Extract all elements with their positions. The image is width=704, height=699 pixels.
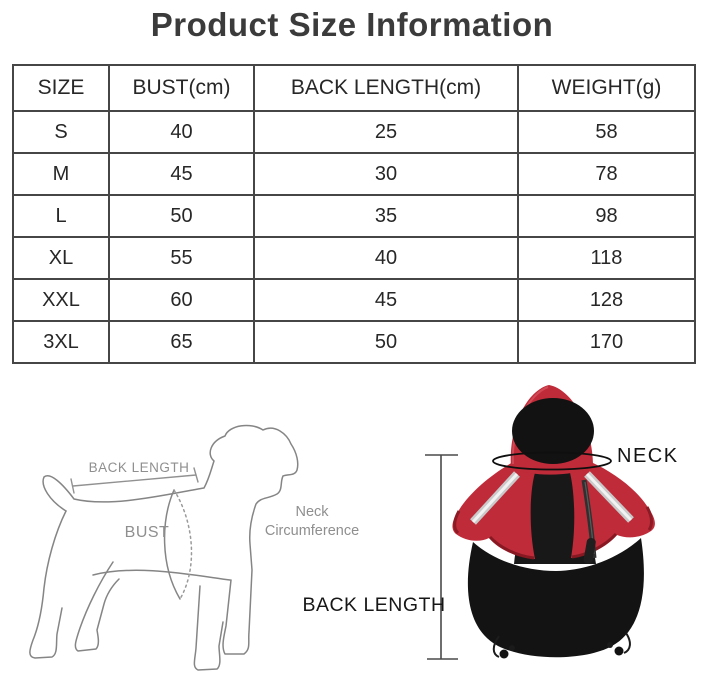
table-cell: L: [12, 194, 110, 238]
dog-hind-leg-far: [29, 510, 67, 659]
jacket-right-sleeve: [568, 462, 655, 558]
table-header-row: SIZE BUST(cm) BACK LENGTH(cm) WEIGHT(g): [12, 64, 696, 112]
table-cell: 45: [253, 278, 519, 322]
drawstring-toggle-right: [607, 632, 631, 656]
table-row: S 40 25 58: [12, 110, 696, 154]
reflective-stripe-left: [470, 471, 520, 525]
jacket-back-length-ruler: [425, 454, 458, 660]
table-cell: 55: [108, 236, 255, 280]
table-cell: 58: [517, 110, 696, 154]
dog-belly-line: [92, 569, 231, 581]
table-cell: XL: [12, 236, 110, 280]
table-cell: 40: [253, 236, 519, 280]
dog-front-leg: [193, 585, 224, 671]
dog-neck-circumference-label-line1: Neck: [295, 504, 329, 520]
jacket-bottom-panel: [467, 538, 644, 658]
jacket-left-sleeve: [452, 462, 537, 559]
table-cell: 30: [253, 152, 519, 196]
jacket-back-length-label: BACK LENGTH: [302, 594, 445, 616]
table-cell: 25: [253, 110, 519, 154]
table-cell: 60: [108, 278, 255, 322]
size-table: SIZE BUST(cm) BACK LENGTH(cm) WEIGHT(g) …: [12, 64, 696, 364]
jacket-left-cuff-shading: [453, 510, 461, 535]
table-cell: 78: [517, 152, 696, 196]
col-header-bust: BUST(cm): [108, 64, 255, 112]
table-row: 3XL 65 50 170: [12, 320, 696, 364]
col-header-back-length: BACK LENGTH(cm): [253, 64, 519, 112]
table-cell: 35: [253, 194, 519, 238]
dog-back-length-ruler: [70, 467, 199, 494]
jacket-right-hem-shading: [571, 532, 618, 559]
table-row: XL 55 40 118: [12, 236, 696, 280]
col-header-weight: WEIGHT(g): [517, 64, 696, 112]
jacket-photo: [425, 385, 655, 660]
table-cell: 3XL: [12, 320, 110, 364]
table-cell: XXL: [12, 278, 110, 322]
table-cell: 50: [253, 320, 519, 364]
reflective-stripe-right: [584, 471, 634, 523]
table-cell: 170: [517, 320, 696, 364]
table-cell: 118: [517, 236, 696, 280]
table-cell: 128: [517, 278, 696, 322]
jacket-left-hem-shading: [488, 535, 535, 560]
table-cell: 45: [108, 152, 255, 196]
table-cell: 98: [517, 194, 696, 238]
drawstring-toggle-left: [492, 635, 515, 659]
measurement-figures: BACK LENGTH BUST Neck Circumference: [29, 385, 679, 671]
dog-neck-circumference-label-line2: Circumference: [265, 523, 359, 539]
bust-band-dotted: [173, 489, 193, 600]
table-row: XXL 60 45 128: [12, 278, 696, 322]
jacket-neck-label: NECK: [617, 445, 679, 467]
table-row: M 45 30 78: [12, 152, 696, 196]
dog-measurement-diagram: [29, 424, 299, 671]
dog-back-length-label: BACK LENGTH: [89, 460, 190, 475]
table-cell: S: [12, 110, 110, 154]
neck-ellipse-annotation: [492, 451, 612, 471]
page-title: Product Size Information: [150, 6, 554, 43]
dog-hind-leg-near: [74, 561, 120, 652]
dog-outline-icon: [42, 424, 299, 655]
col-header-size: SIZE: [12, 64, 110, 112]
jacket-hood-opening: [512, 398, 594, 464]
table-cell: M: [12, 152, 110, 196]
table-cell: 40: [108, 110, 255, 154]
table-cell: 65: [108, 320, 255, 364]
bust-band-solid: [163, 489, 181, 600]
jacket-right-cuff-shading: [645, 506, 653, 531]
dog-bust-label: BUST: [125, 524, 170, 541]
zipper-pull: [583, 537, 596, 564]
table-row: L 50 35 98: [12, 194, 696, 238]
table-cell: 50: [108, 194, 255, 238]
